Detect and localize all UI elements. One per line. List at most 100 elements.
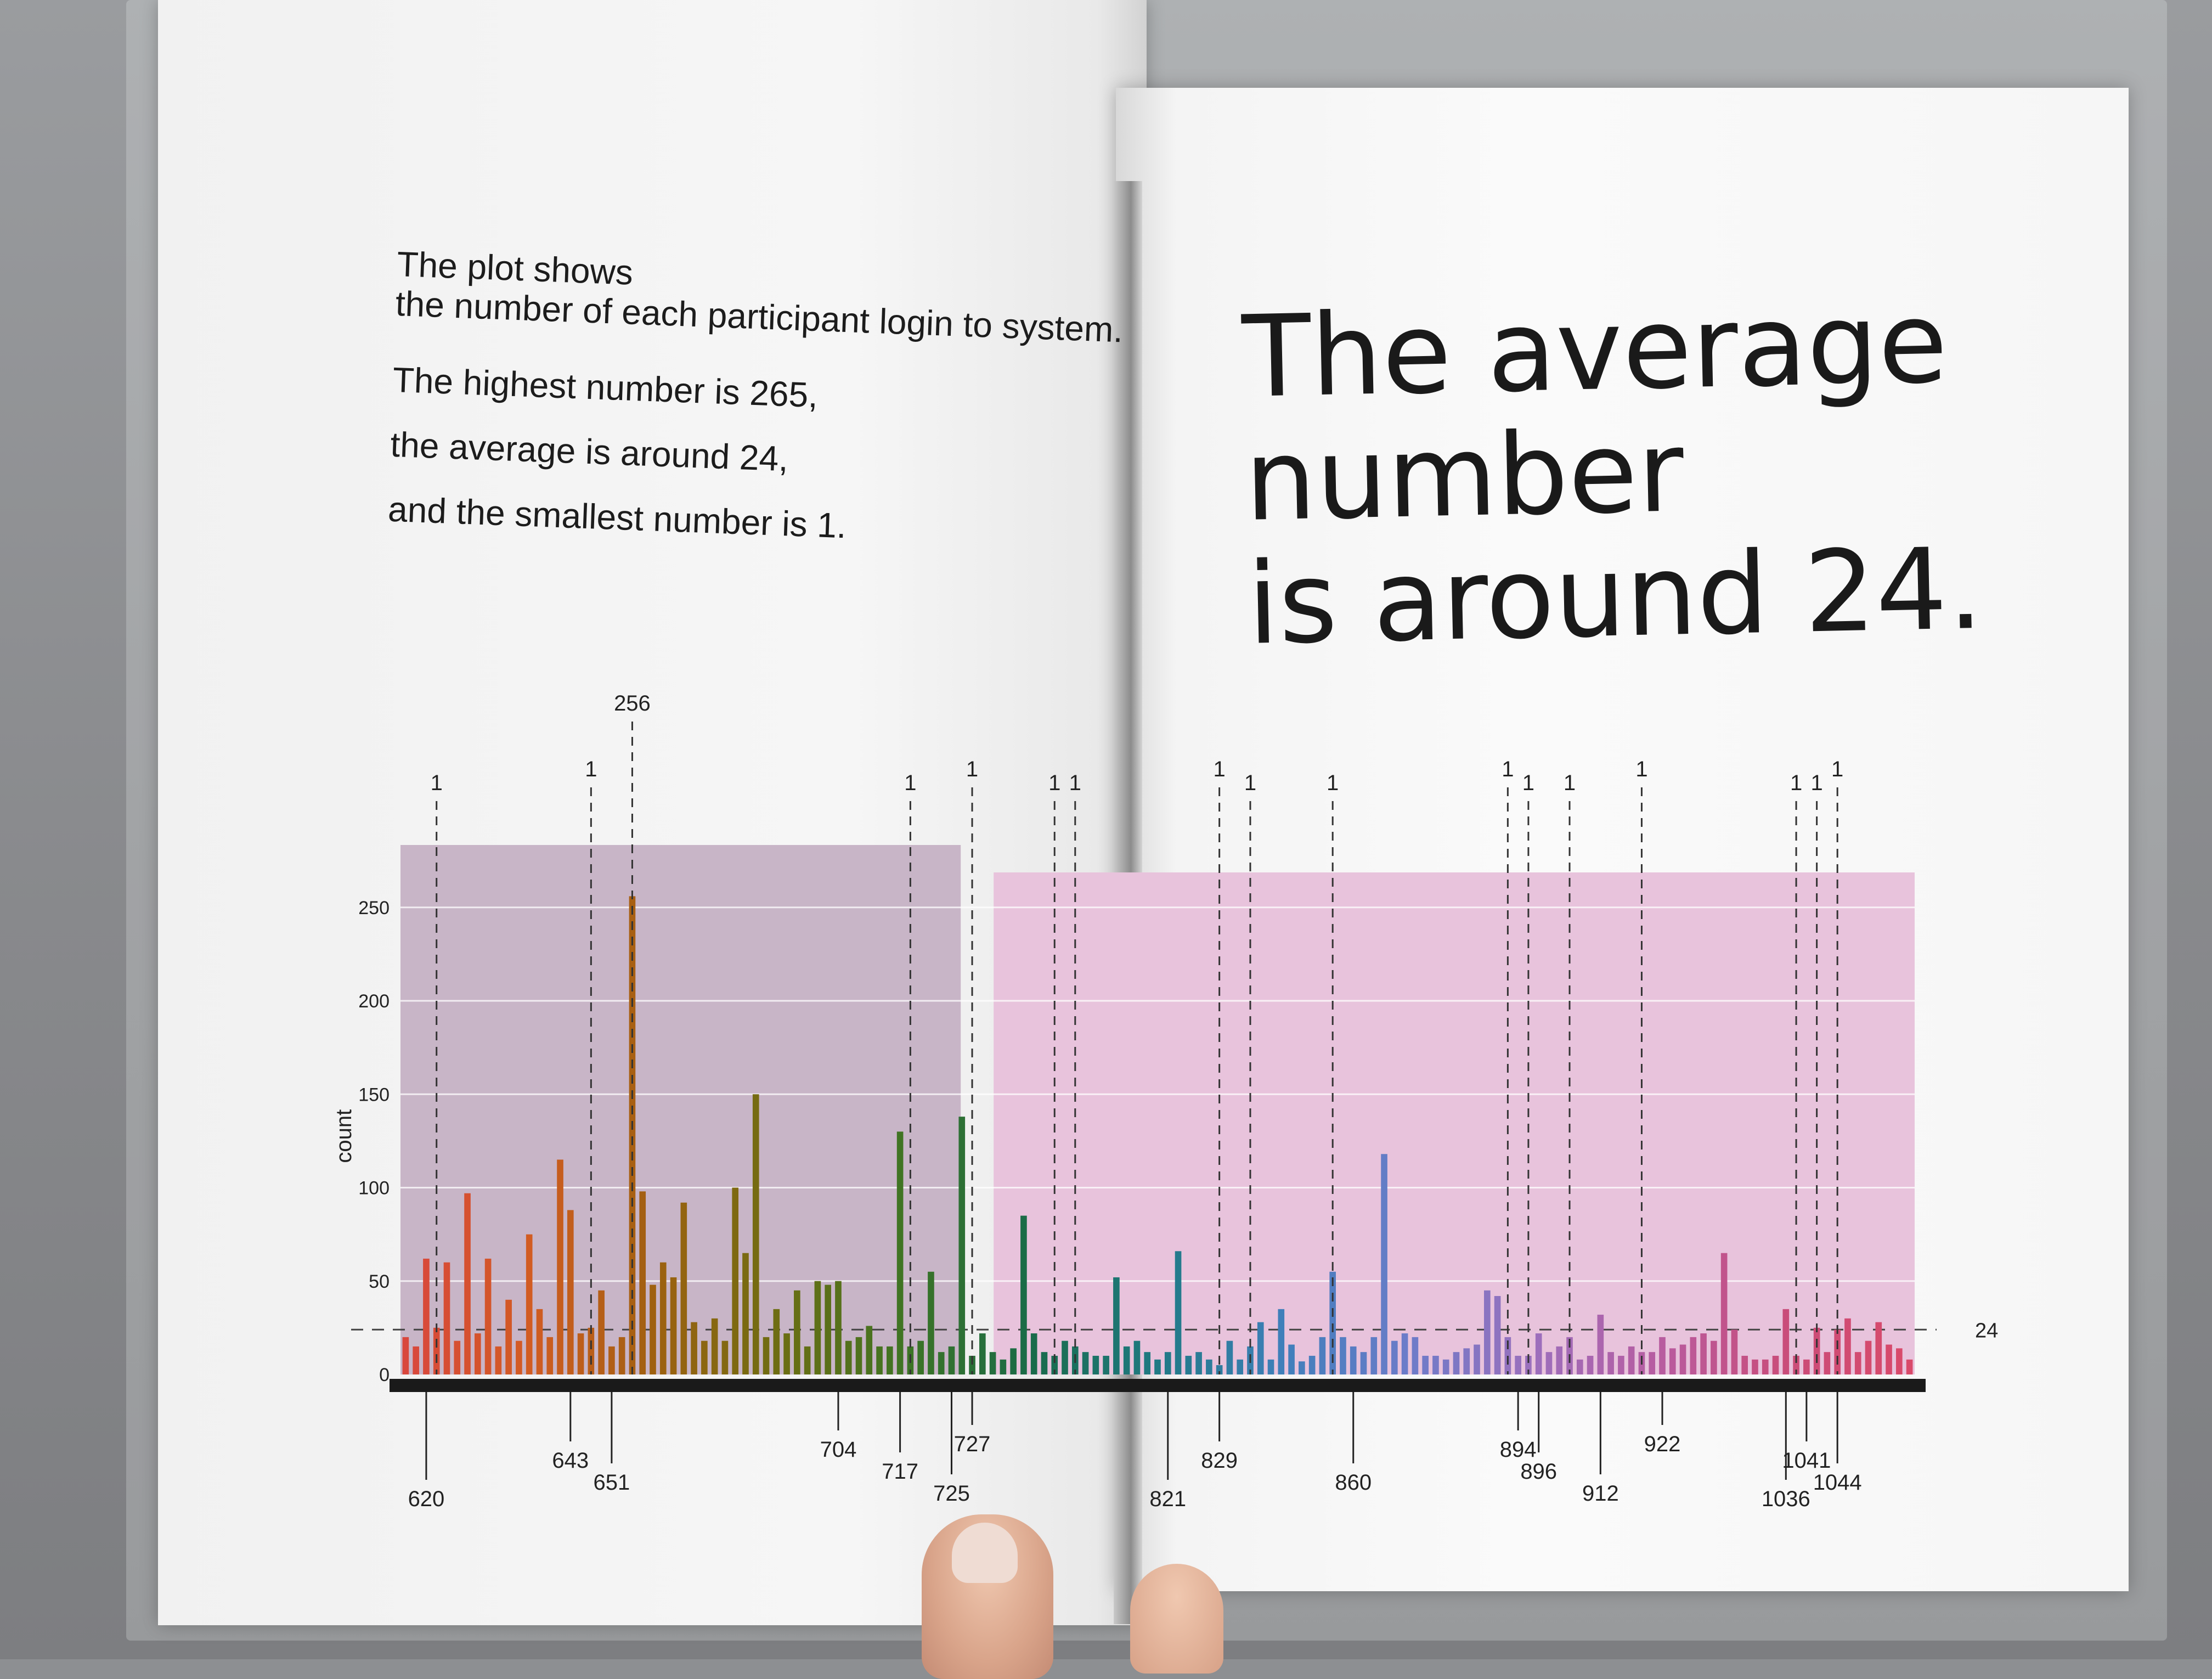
bar-122	[1659, 1337, 1666, 1374]
bar-124	[1679, 1344, 1686, 1374]
bar-142	[1865, 1340, 1872, 1374]
y-axis-label: count	[332, 1109, 356, 1163]
value-label-5: 1	[1048, 771, 1060, 795]
bar-141	[1854, 1352, 1861, 1374]
bar-87	[1299, 1361, 1305, 1374]
bar-101	[1442, 1359, 1449, 1374]
bar-119	[1628, 1346, 1635, 1374]
participant-label-6: 727	[954, 1432, 991, 1456]
bar-61	[1030, 1333, 1037, 1374]
bar-69	[1113, 1277, 1120, 1374]
participant-label-2: 651	[594, 1470, 630, 1495]
participant-label-13: 922	[1644, 1432, 1681, 1456]
bar-106	[1494, 1295, 1501, 1374]
bar-96	[1391, 1340, 1398, 1374]
headline-line-2: number	[1243, 407, 1685, 546]
bar-105	[1483, 1290, 1491, 1374]
participant-label-14: 1036	[1762, 1487, 1810, 1511]
bar-50	[917, 1340, 924, 1374]
bar-33	[742, 1253, 749, 1374]
bar-24	[650, 1284, 656, 1374]
bar-127	[1711, 1340, 1717, 1374]
value-label-4: 1	[966, 757, 978, 781]
bar-60	[1020, 1215, 1027, 1374]
bar-134	[1782, 1309, 1790, 1374]
bar-86	[1288, 1344, 1295, 1374]
bar-12	[526, 1234, 533, 1374]
bar-98	[1412, 1337, 1419, 1374]
bar-36	[773, 1309, 780, 1374]
bar-115	[1587, 1355, 1594, 1374]
bar-131	[1752, 1359, 1758, 1374]
bar-0	[402, 1337, 409, 1374]
participant-label-3: 704	[820, 1438, 857, 1462]
bar-20	[608, 1346, 615, 1374]
bar-40	[814, 1281, 821, 1374]
bar-94	[1370, 1337, 1378, 1374]
value-label-12: 1	[1564, 771, 1576, 795]
bar-63	[1051, 1355, 1058, 1374]
bar-132	[1762, 1359, 1769, 1374]
value-label-1: 1	[585, 757, 597, 781]
bar-73	[1154, 1359, 1161, 1374]
bar-100	[1432, 1355, 1439, 1374]
bar-68	[1103, 1355, 1109, 1374]
headline-line-1: The average	[1240, 278, 1949, 423]
bar-56	[979, 1333, 986, 1374]
bar-46	[876, 1346, 883, 1374]
bar-5	[454, 1340, 461, 1374]
bar-84	[1267, 1359, 1274, 1374]
bar-38	[794, 1290, 800, 1374]
chart-description: The plot shows the number of each partic…	[387, 244, 1125, 568]
average-line-label: 24	[1975, 1319, 1998, 1342]
bar-89	[1319, 1337, 1326, 1374]
bar-13	[536, 1309, 543, 1374]
bar-64	[1062, 1340, 1068, 1374]
bar-76	[1185, 1355, 1192, 1374]
bar-133	[1772, 1355, 1779, 1374]
bar-74	[1164, 1352, 1171, 1374]
bar-67	[1092, 1355, 1099, 1374]
bar-23	[639, 1191, 646, 1374]
bar-99	[1422, 1355, 1429, 1374]
bar-140	[1844, 1318, 1851, 1374]
bar-18	[588, 1327, 595, 1374]
bar-104	[1474, 1344, 1480, 1374]
bar-103	[1463, 1348, 1470, 1374]
bar-1	[413, 1346, 419, 1374]
bar-144	[1886, 1344, 1892, 1374]
bar-59	[1010, 1348, 1017, 1374]
bar-57	[989, 1352, 996, 1374]
bar-32	[732, 1187, 739, 1374]
bar-22	[629, 896, 636, 1374]
participant-label-12: 912	[1582, 1481, 1619, 1506]
bar-16	[567, 1210, 574, 1374]
bar-83	[1257, 1322, 1264, 1374]
participant-label-10: 894	[1500, 1438, 1537, 1462]
bar-30	[711, 1318, 718, 1374]
bar-15	[557, 1159, 563, 1374]
bar-114	[1576, 1359, 1583, 1374]
bar-108	[1515, 1355, 1521, 1374]
bar-125	[1690, 1337, 1697, 1374]
y-tick-label-3: 150	[358, 1084, 390, 1105]
headline-line-3: is around 24.	[1246, 523, 1984, 670]
bar-37	[783, 1333, 790, 1374]
bar-112	[1556, 1346, 1563, 1374]
y-tick-label-1: 50	[369, 1271, 390, 1292]
value-label-9: 1	[1327, 771, 1339, 795]
bar-95	[1381, 1154, 1387, 1374]
headline: The average number is around 24.	[1240, 278, 1984, 670]
bar-29	[701, 1340, 708, 1374]
bar-118	[1618, 1355, 1624, 1374]
bar-66	[1082, 1352, 1089, 1374]
value-label-16: 1	[1831, 757, 1843, 781]
bar-77	[1195, 1352, 1202, 1374]
bar-28	[691, 1322, 697, 1374]
participant-label-7: 821	[1149, 1487, 1186, 1511]
bar-55	[969, 1355, 975, 1374]
y-tick-label-2: 100	[358, 1178, 390, 1199]
x-axis-tick-band	[390, 1379, 1926, 1392]
bar-42	[835, 1281, 842, 1374]
